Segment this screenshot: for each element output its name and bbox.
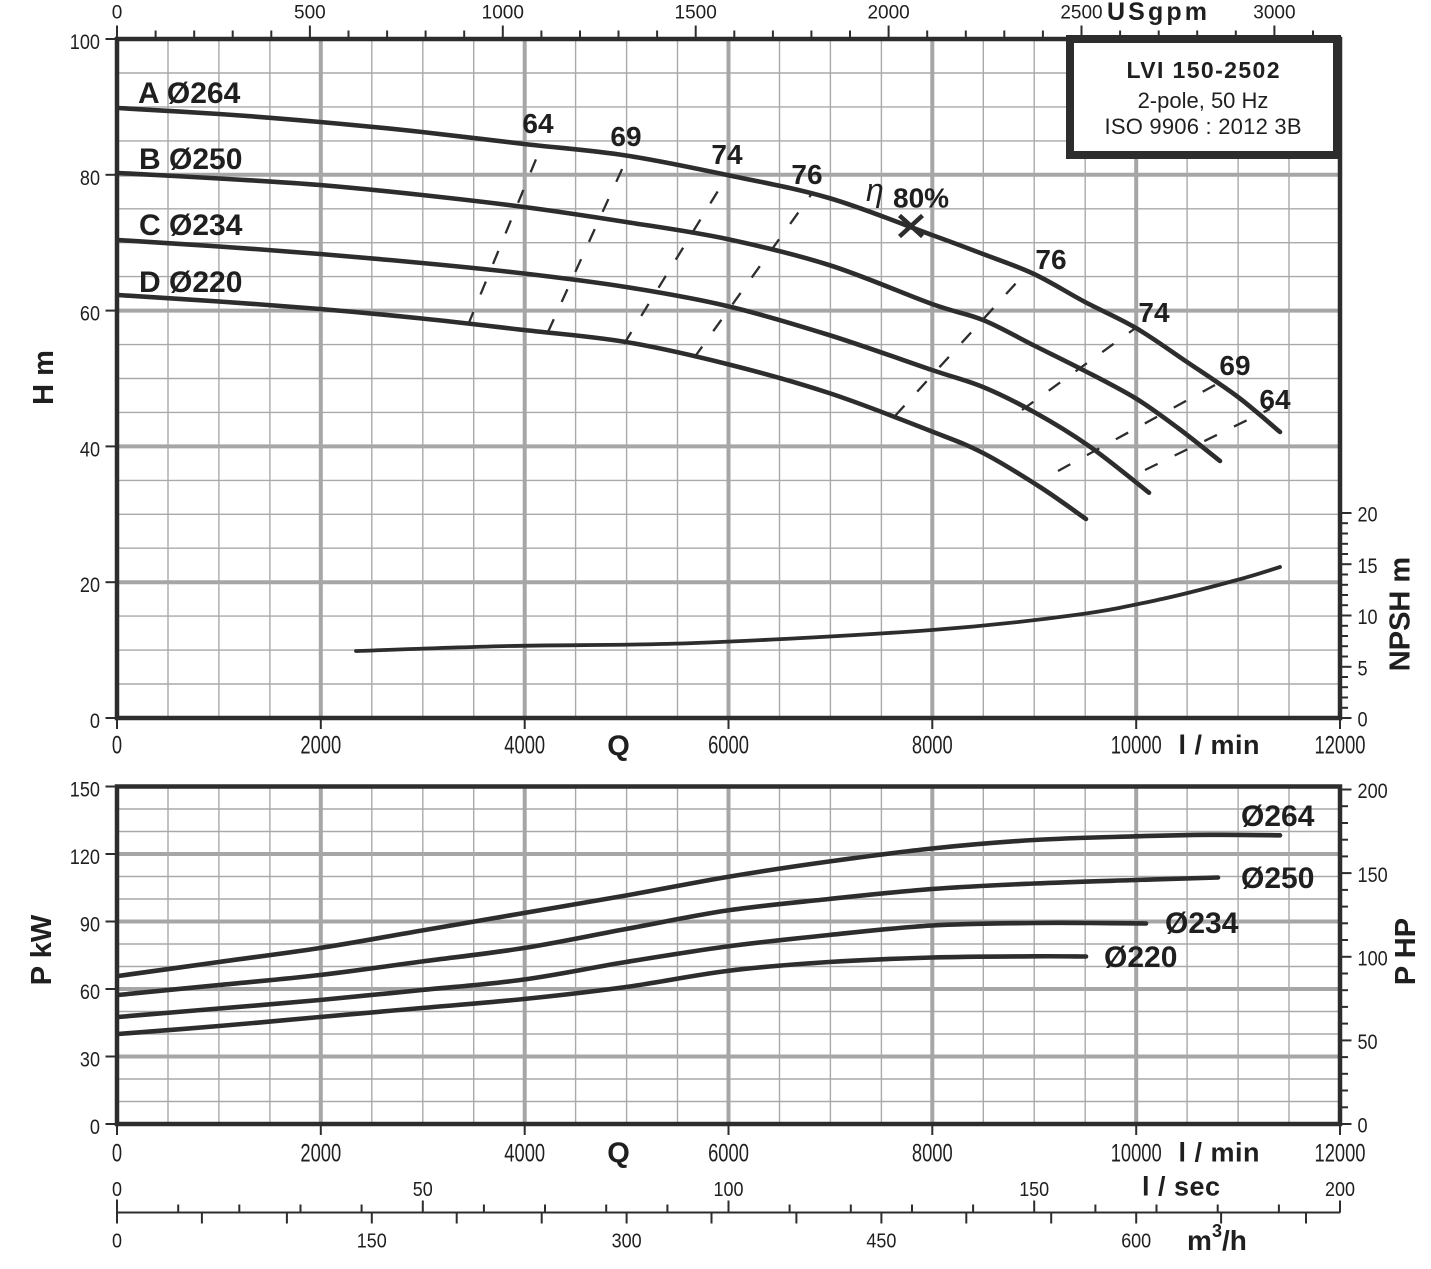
- svg-text:H m: H m: [28, 350, 60, 405]
- svg-text:12000: 12000: [1315, 1141, 1366, 1168]
- svg-text:150: 150: [1358, 863, 1388, 887]
- svg-text:0: 0: [112, 1179, 122, 1201]
- svg-text:74: 74: [1138, 297, 1170, 328]
- svg-text:2000: 2000: [300, 1141, 341, 1168]
- svg-text:120: 120: [70, 845, 100, 869]
- svg-text:0: 0: [90, 1115, 100, 1139]
- svg-text:0: 0: [90, 709, 100, 733]
- svg-text:80%: 80%: [893, 182, 949, 213]
- svg-text:76: 76: [791, 159, 822, 190]
- svg-text:20: 20: [1358, 503, 1378, 527]
- svg-text:90: 90: [80, 913, 100, 937]
- svg-text:50: 50: [413, 1179, 433, 1201]
- svg-text:ISO 9906 : 2012 3B: ISO 9906 : 2012 3B: [1105, 114, 1302, 139]
- svg-text:P kW: P kW: [26, 914, 58, 985]
- svg-text:150: 150: [1019, 1179, 1049, 1201]
- svg-text:50: 50: [1358, 1030, 1378, 1054]
- svg-text:2000: 2000: [867, 3, 909, 24]
- svg-text:64: 64: [1259, 384, 1291, 415]
- svg-text:0: 0: [112, 1231, 122, 1253]
- svg-text:10: 10: [1358, 605, 1378, 629]
- svg-text:l / min: l / min: [1179, 1138, 1260, 1168]
- svg-text:76: 76: [1035, 244, 1066, 275]
- svg-text:300: 300: [612, 1231, 642, 1253]
- svg-text:3: 3: [1212, 1221, 1222, 1241]
- svg-text:4000: 4000: [504, 732, 545, 759]
- svg-text:1000: 1000: [482, 3, 524, 24]
- svg-text:l / min: l / min: [1179, 730, 1260, 760]
- svg-text:80: 80: [80, 166, 100, 190]
- svg-text:1500: 1500: [675, 3, 717, 24]
- svg-text:/h: /h: [1222, 1225, 1247, 1256]
- svg-text:m: m: [1187, 1225, 1212, 1256]
- svg-text:60: 60: [80, 302, 100, 326]
- svg-text:2000: 2000: [300, 732, 341, 759]
- svg-text:Ø220: Ø220: [1104, 941, 1177, 974]
- svg-text:100: 100: [714, 1179, 744, 1201]
- svg-text:30: 30: [80, 1048, 100, 1072]
- svg-text:8000: 8000: [912, 732, 953, 759]
- svg-text:200: 200: [1325, 1179, 1355, 1201]
- svg-text:64: 64: [522, 108, 554, 139]
- svg-text:USgpm: USgpm: [1107, 0, 1207, 26]
- svg-text:C Ø234: C Ø234: [139, 209, 243, 242]
- svg-text:2-pole, 50 Hz: 2-pole, 50 Hz: [1138, 88, 1269, 113]
- svg-text:Q: Q: [607, 731, 630, 763]
- svg-text:200: 200: [1358, 779, 1388, 803]
- svg-text:600: 600: [1121, 1231, 1151, 1253]
- svg-text:D Ø220: D Ø220: [139, 266, 242, 299]
- svg-text:0: 0: [112, 3, 123, 24]
- svg-text:100: 100: [1358, 947, 1388, 971]
- svg-text:P HP: P HP: [1390, 918, 1422, 985]
- svg-text:0: 0: [112, 732, 122, 759]
- svg-text:2500: 2500: [1060, 3, 1102, 24]
- svg-text:60: 60: [80, 980, 100, 1004]
- svg-text:4000: 4000: [504, 1141, 545, 1168]
- svg-text:69: 69: [610, 121, 641, 152]
- svg-text:NPSH m: NPSH m: [1385, 557, 1417, 671]
- svg-text:15: 15: [1358, 554, 1378, 578]
- svg-text:6000: 6000: [708, 732, 749, 759]
- svg-text:100: 100: [70, 30, 100, 54]
- svg-text:LVI 150-2502: LVI 150-2502: [1127, 57, 1280, 83]
- svg-text:Ø234: Ø234: [1165, 907, 1239, 940]
- svg-text:Ø250: Ø250: [1241, 862, 1314, 895]
- svg-text:Q: Q: [607, 1138, 630, 1170]
- svg-text:B Ø250: B Ø250: [139, 143, 242, 176]
- svg-text:5: 5: [1358, 657, 1368, 681]
- svg-text:η: η: [866, 172, 884, 208]
- svg-text:150: 150: [70, 778, 100, 802]
- svg-text:12000: 12000: [1315, 732, 1366, 759]
- svg-text:A Ø264: A Ø264: [138, 77, 241, 110]
- svg-text:20: 20: [80, 573, 100, 597]
- svg-text:74: 74: [711, 139, 743, 170]
- svg-text:40: 40: [80, 437, 100, 461]
- svg-text:Ø264: Ø264: [1241, 800, 1315, 833]
- svg-text:450: 450: [866, 1231, 896, 1253]
- svg-text:3000: 3000: [1253, 3, 1295, 24]
- svg-text:l / sec: l / sec: [1142, 1172, 1220, 1202]
- svg-text:69: 69: [1219, 350, 1250, 381]
- svg-text:0: 0: [1358, 1114, 1368, 1138]
- svg-text:150: 150: [357, 1231, 387, 1253]
- svg-text:500: 500: [294, 3, 326, 24]
- svg-text:6000: 6000: [708, 1141, 749, 1168]
- svg-text:8000: 8000: [912, 1141, 953, 1168]
- svg-text:0: 0: [1358, 708, 1368, 732]
- svg-text:10000: 10000: [1111, 732, 1162, 759]
- svg-text:10000: 10000: [1111, 1141, 1162, 1168]
- svg-text:0: 0: [112, 1141, 122, 1168]
